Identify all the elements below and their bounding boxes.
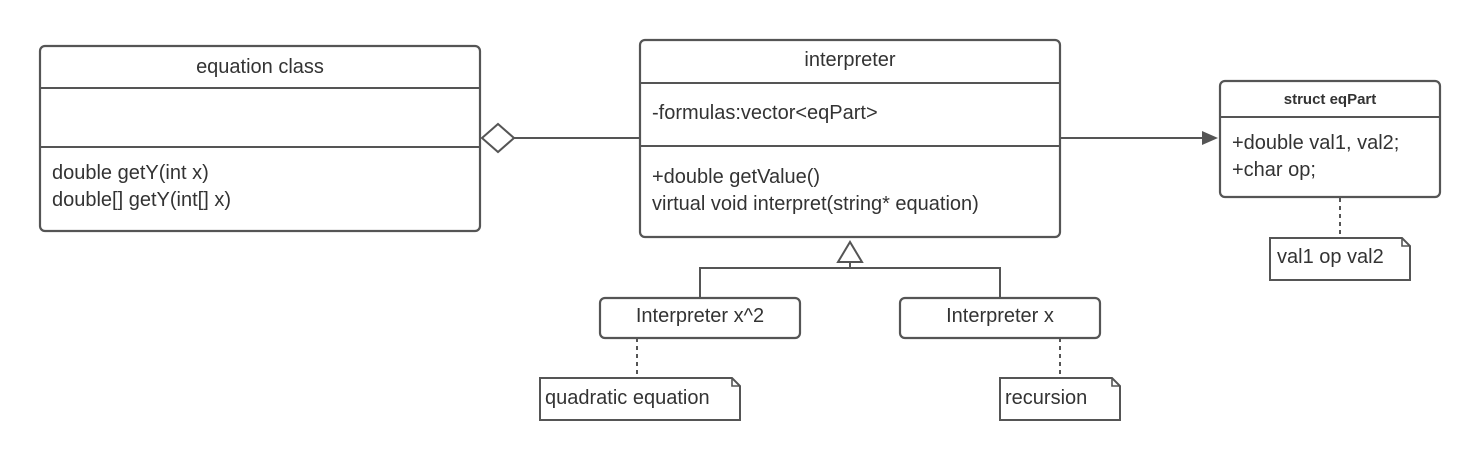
equation-method: double[] getY(int[] x)	[52, 189, 231, 211]
interpreter-x-class[interactable]: Interpreter x	[898, 296, 1102, 340]
equation-method: double getY(int x)	[52, 162, 209, 184]
interpreter-class-title: interpreter	[804, 49, 895, 71]
aggregation-diamond-icon	[480, 122, 516, 154]
note-quadratic[interactable]: quadratic equation	[539, 377, 741, 421]
note-val-text: val1 op val2	[1277, 246, 1384, 268]
arrowhead-icon	[1202, 131, 1218, 145]
note-recursion[interactable]: recursion	[999, 377, 1121, 421]
equation-class[interactable]: equation class double getY(int x) double…	[38, 44, 482, 233]
inheritance-triangle-icon	[836, 240, 864, 263]
association-arrow	[1060, 131, 1218, 145]
eqpart-struct[interactable]: struct eqPart +double val1, val2; +char …	[1218, 79, 1442, 199]
eqpart-struct-title: struct eqPart	[1284, 91, 1377, 108]
aggregation-connector	[480, 122, 640, 154]
generalization-connector	[699, 240, 1001, 298]
interpreter-attribute: -formulas:vector<eqPart>	[652, 102, 878, 124]
eqpart-attribute: +double val1, val2;	[1232, 132, 1399, 154]
eqpart-attribute: +char op;	[1232, 159, 1316, 181]
interpreter-class[interactable]: interpreter -formulas:vector<eqPart> +do…	[638, 38, 1062, 239]
interpreter-x2-title: Interpreter x^2	[636, 305, 764, 327]
interpreter-method: virtual void interpret(string* equation)	[652, 193, 979, 215]
note-recursion-text: recursion	[1005, 387, 1087, 409]
interpreter-x-title: Interpreter x	[946, 305, 1054, 327]
interpreter-x2-class[interactable]: Interpreter x^2	[598, 296, 802, 340]
note-quadratic-text: quadratic equation	[545, 387, 710, 409]
equation-class-title: equation class	[196, 56, 324, 78]
note-val[interactable]: val1 op val2	[1269, 237, 1411, 281]
interpreter-method: +double getValue()	[652, 166, 820, 188]
